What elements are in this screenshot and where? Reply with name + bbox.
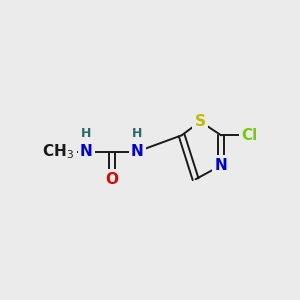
Text: S: S [195,114,206,129]
Text: N: N [131,144,144,159]
Text: H: H [132,127,143,140]
Text: Cl: Cl [241,128,257,143]
Text: H: H [81,127,92,140]
Text: N: N [215,158,228,173]
Text: CH$_3$: CH$_3$ [42,142,74,161]
Text: O: O [105,172,119,187]
Text: N: N [80,144,93,159]
